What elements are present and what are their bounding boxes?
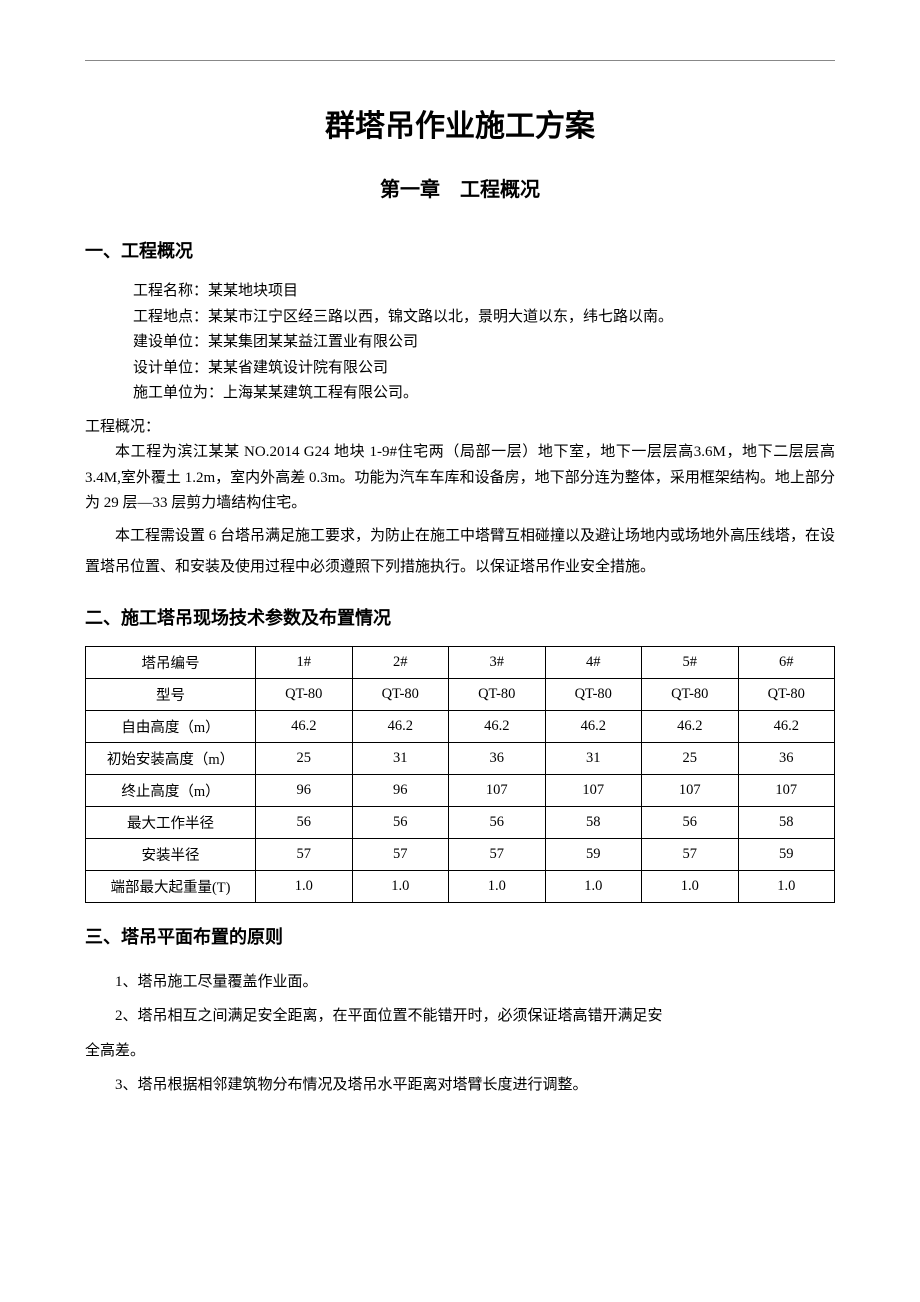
table-cell: 58 [738,806,835,838]
table-cell: 36 [738,742,835,774]
project-info-block: 工程名称：某某地块项目 工程地点：某某市江宁区经三路以西，锦文路以北，景明大道以… [85,279,835,407]
table-cell: 4# [545,646,642,678]
document-title: 群塔吊作业施工方案 [85,101,835,145]
table-row: 端部最大起重量(T)1.01.01.01.01.01.0 [86,870,835,902]
table-row: 自由高度（m）46.246.246.246.246.246.2 [86,710,835,742]
table-cell: 57 [642,838,739,870]
table-row: 塔吊编号1#2#3#4#5#6# [86,646,835,678]
table-cell: 25 [256,742,353,774]
table-cell: 1.0 [738,870,835,902]
table-cell: QT-80 [449,678,546,710]
table-cell: 107 [449,774,546,806]
table-cell: 57 [256,838,353,870]
table-cell: 56 [449,806,546,838]
table-cell: 46.2 [256,710,353,742]
table-cell: 107 [738,774,835,806]
overview-para2: 本工程需设置 6 台塔吊满足施工要求，为防止在施工中塔臂互相碰撞以及避让场地内或… [85,521,835,584]
section3-heading: 三、塔吊平面布置的原则 [85,923,835,949]
row-label: 塔吊编号 [86,646,256,678]
table-cell: QT-80 [352,678,449,710]
row-label: 自由高度（m） [86,710,256,742]
table-cell: 5# [642,646,739,678]
row-label: 初始安装高度（m） [86,742,256,774]
row-label: 端部最大起重量(T) [86,870,256,902]
row-label: 型号 [86,678,256,710]
table-cell: 6# [738,646,835,678]
crane-params-table: 塔吊编号1#2#3#4#5#6#型号QT-80QT-80QT-80QT-80QT… [85,646,835,903]
construction-unit-line: 建设单位：某某集团某某益江置业有限公司 [133,330,835,356]
table-cell: 56 [642,806,739,838]
table-cell: 3# [449,646,546,678]
table-row: 型号QT-80QT-80QT-80QT-80QT-80QT-80 [86,678,835,710]
table-cell: 56 [256,806,353,838]
table-cell: 31 [545,742,642,774]
table-cell: 56 [352,806,449,838]
table-row: 最大工作半径565656585658 [86,806,835,838]
table-cell: 57 [449,838,546,870]
table-cell: 46.2 [642,710,739,742]
table-cell: QT-80 [545,678,642,710]
table-cell: 107 [642,774,739,806]
table-row: 初始安装高度（m）253136312536 [86,742,835,774]
table-cell: 1.0 [545,870,642,902]
row-label: 安装半径 [86,838,256,870]
table-cell: 46.2 [449,710,546,742]
principle-3: 3、塔吊根据相邻建筑物分布情况及塔吊水平距离对塔臂长度进行调整。 [85,1068,835,1103]
table-cell: 96 [256,774,353,806]
table-row: 安装半径575757595759 [86,838,835,870]
principle-2-follow: 全高差。 [85,1034,835,1069]
table-cell: 1.0 [256,870,353,902]
table-cell: 107 [545,774,642,806]
table-cell: 46.2 [738,710,835,742]
table-cell: 59 [545,838,642,870]
table-cell: 1.0 [352,870,449,902]
principle-2: 2、塔吊相互之间满足安全距离，在平面位置不能错开时，必须保证塔高错开满足安 [85,999,835,1034]
table-cell: 57 [352,838,449,870]
table-cell: 96 [352,774,449,806]
table-cell: 59 [738,838,835,870]
chapter-title: 第一章 工程概况 [85,173,835,202]
principle-1: 1、塔吊施工尽量覆盖作业面。 [85,965,835,1000]
project-location-line: 工程地点：某某市江宁区经三路以西，锦文路以北，景明大道以东，纬七路以南。 [133,305,835,331]
table-cell: 1.0 [449,870,546,902]
table-cell: QT-80 [642,678,739,710]
table-cell: 1# [256,646,353,678]
table-cell: 46.2 [545,710,642,742]
section1-heading: 一、工程概况 [85,237,835,263]
table-cell: 1.0 [642,870,739,902]
contractor-line: 施工单位为：上海某某建筑工程有限公司。 [133,381,835,407]
overview-para1: 本工程为滨江某某 NO.2014 G24 地块 1-9#住宅两（局部一层）地下室… [85,440,835,517]
top-divider [85,60,835,61]
row-label: 终止高度（m） [86,774,256,806]
overview-label: 工程概况： [85,415,835,441]
table-cell: 58 [545,806,642,838]
design-unit-line: 设计单位：某某省建筑设计院有限公司 [133,356,835,382]
table-cell: QT-80 [256,678,353,710]
table-cell: 36 [449,742,546,774]
table-cell: QT-80 [738,678,835,710]
table-cell: 46.2 [352,710,449,742]
table-row: 终止高度（m）9696107107107107 [86,774,835,806]
table-cell: 31 [352,742,449,774]
row-label: 最大工作半径 [86,806,256,838]
table-cell: 2# [352,646,449,678]
table-cell: 25 [642,742,739,774]
project-name-line: 工程名称：某某地块项目 [133,279,835,305]
section2-heading: 二、施工塔吊现场技术参数及布置情况 [85,604,835,630]
